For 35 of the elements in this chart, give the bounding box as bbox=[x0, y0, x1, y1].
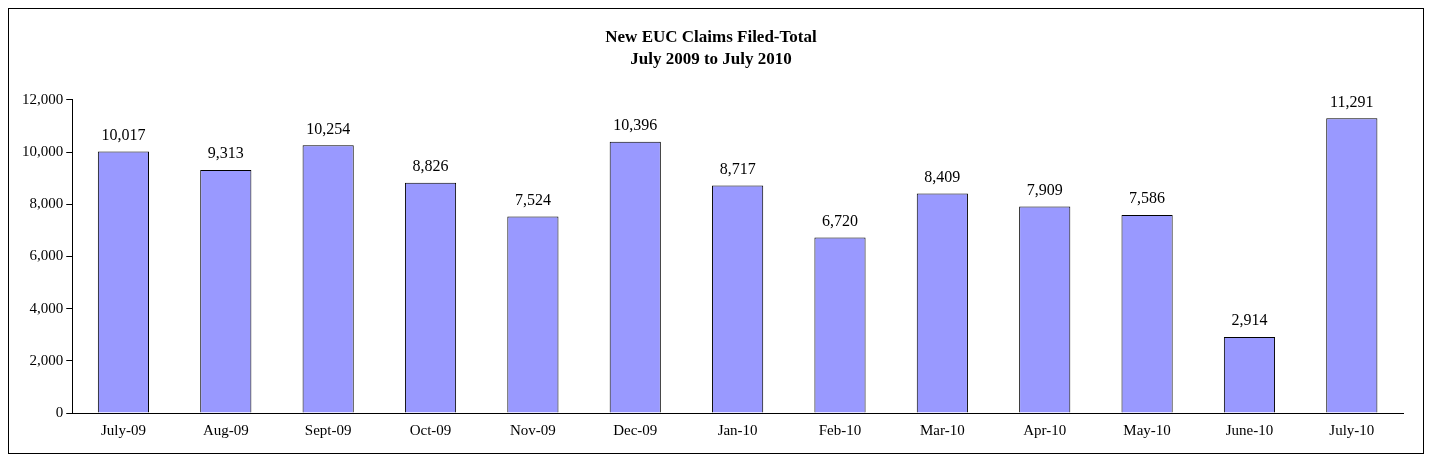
y-tick-label: 12,000 bbox=[22, 90, 64, 107]
x-tick-label: May-10 bbox=[1123, 421, 1171, 438]
x-tick-label: Aug-09 bbox=[202, 421, 249, 438]
data-label: 10,396 bbox=[613, 115, 658, 133]
x-tick-label: June-10 bbox=[1225, 421, 1274, 438]
chart-subtitle: July 2009 to July 2010 bbox=[630, 48, 792, 68]
y-tick-label: 4,000 bbox=[29, 299, 64, 316]
data-label: 8,409 bbox=[924, 167, 961, 185]
x-tick-label: Nov-09 bbox=[509, 421, 556, 438]
y-tick-label: 2,000 bbox=[29, 351, 64, 368]
data-label: 7,586 bbox=[1129, 189, 1166, 207]
x-tick-label: Sept-09 bbox=[304, 421, 352, 438]
data-label: 8,826 bbox=[412, 156, 449, 174]
x-tick-label: Apr-10 bbox=[1023, 421, 1067, 438]
data-label: 10,017 bbox=[101, 125, 146, 143]
data-label: 11,291 bbox=[1330, 92, 1374, 110]
data-label: 2,914 bbox=[1231, 311, 1268, 329]
data-label: 10,254 bbox=[306, 119, 351, 137]
y-tick-label: 0 bbox=[55, 403, 64, 420]
y-tick-label: 6,000 bbox=[29, 247, 64, 264]
x-tick-label: Dec-09 bbox=[613, 421, 658, 438]
y-tick-label: 8,000 bbox=[29, 195, 64, 212]
x-tick-label: July-10 bbox=[1329, 421, 1375, 438]
x-tick-label: Oct-09 bbox=[409, 421, 452, 438]
data-label: 9,313 bbox=[207, 144, 244, 162]
chart-title: New EUC Claims Filed-Total bbox=[605, 26, 817, 46]
data-label: 7,524 bbox=[514, 190, 551, 208]
x-tick-label: Feb-10 bbox=[818, 421, 862, 438]
x-tick-label: Jan-10 bbox=[717, 421, 758, 438]
y-tick-label: 10,000 bbox=[22, 142, 64, 159]
data-label: 7,909 bbox=[1026, 180, 1063, 198]
x-tick-label: Mar-10 bbox=[920, 421, 965, 438]
data-label: 8,717 bbox=[719, 159, 756, 177]
data-label: 6,720 bbox=[821, 211, 858, 229]
x-tick-label: July-09 bbox=[100, 421, 146, 438]
